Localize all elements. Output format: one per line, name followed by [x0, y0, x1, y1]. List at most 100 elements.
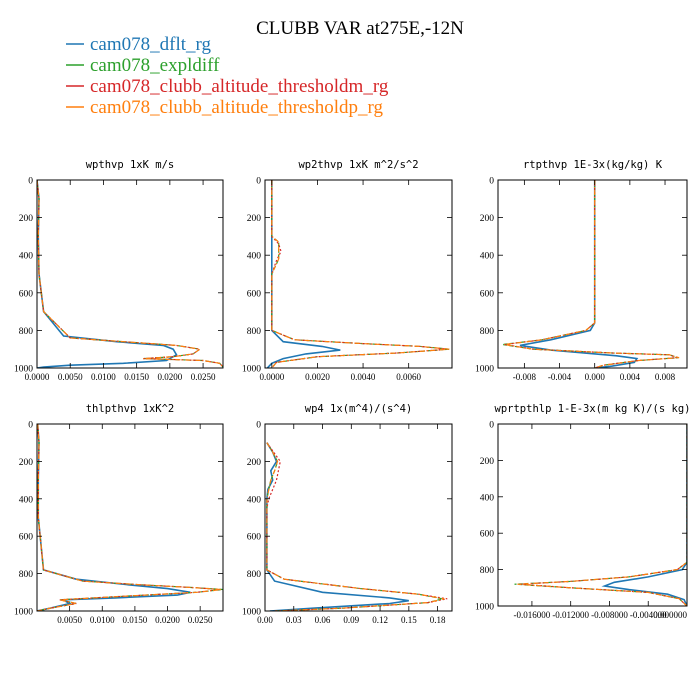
x-tick-label: 0.0250 — [191, 372, 216, 382]
y-tick-label: 400 — [480, 493, 495, 503]
legend-label: cam078_dflt_rg — [90, 34, 212, 55]
panel-title: thlpthvp 1xK^2 — [86, 403, 175, 415]
x-tick-label: 0.0040 — [351, 372, 376, 382]
y-tick-label: 200 — [19, 214, 34, 224]
x-tick-label: -0.004000 — [630, 610, 667, 620]
legend-label: cam078_clubb_altitude_thresholdm_rg — [90, 76, 389, 97]
y-tick-label: 1000 — [14, 608, 33, 618]
y-tick-label: 200 — [480, 457, 495, 467]
y-tick-label: 600 — [247, 289, 262, 299]
series-line — [266, 180, 341, 368]
chart-panel: wprtpthlp 1-E-3x(m kg K)/(s kg)0 200 400 60… — [475, 403, 690, 620]
legend-label: cam078_expldiff — [90, 55, 220, 76]
y-tick-label: 800 — [19, 327, 34, 337]
x-tick-label: 0.03 — [286, 615, 302, 625]
x-tick-label: 0.0000 — [259, 372, 284, 382]
series-line — [37, 424, 223, 611]
series-line — [37, 180, 223, 368]
y-tick-label: 1000 — [242, 608, 261, 618]
x-tick-label: 0.000 — [585, 372, 606, 382]
plot-frame — [264, 179, 453, 369]
series-line — [266, 442, 445, 611]
series-line — [271, 180, 450, 368]
y-tick-label: 200 — [247, 214, 262, 224]
x-tick-label: 0.0250 — [188, 615, 213, 625]
plot-frame — [497, 423, 688, 607]
x-tick-label: 0.008 — [655, 372, 676, 382]
y-tick-label: 400 — [247, 495, 262, 505]
y-tick-label: 200 — [480, 214, 495, 224]
series-line — [37, 180, 178, 368]
panel-title: wp2thvp 1xK m^2/s^2 — [298, 159, 418, 171]
y-tick-label: 800 — [247, 570, 262, 580]
series-line — [504, 180, 680, 368]
x-tick-label: 0.0200 — [155, 615, 180, 625]
x-tick-label: 0.09 — [343, 615, 359, 625]
y-tick-label: 600 — [247, 533, 262, 543]
chart-panel: thlpthvp 1xK^2 0 200 400 600 800 1000 0.0050 0.0… — [14, 403, 224, 625]
panel-title: wprtpthlp 1-E-3x(m kg K)/(s kg) — [495, 403, 691, 415]
y-tick-label: 800 — [19, 570, 34, 580]
x-tick-label: 0.00 — [257, 615, 273, 625]
y-tick-label: 800 — [480, 566, 495, 576]
x-tick-label: 0.0200 — [157, 372, 182, 382]
series-line — [37, 424, 220, 611]
y-tick-label: 400 — [19, 495, 34, 505]
x-tick-label: -0.016000 — [514, 610, 551, 620]
x-tick-label: 0.0020 — [305, 372, 330, 382]
y-tick-label: 600 — [480, 289, 495, 299]
x-tick-label: 0.0150 — [123, 615, 148, 625]
y-tick-label: 800 — [480, 327, 495, 337]
plot-frame — [36, 423, 224, 612]
x-tick-label: 0.18 — [430, 615, 446, 625]
legend-label: cam078_clubb_altitude_thresholdp_rg — [90, 97, 384, 118]
x-tick-label: -0.004 — [548, 372, 572, 382]
y-tick-label: 600 — [480, 530, 495, 540]
x-tick-label: 0.000000 — [653, 610, 687, 620]
series-line — [37, 180, 223, 368]
y-tick-label: 1000 — [475, 603, 494, 613]
x-tick-label: 0.0100 — [91, 372, 116, 382]
panel-title: rtpthvp 1E-3x(kg/kg) K — [523, 159, 663, 171]
figure-title: CLUBB VAR at275E,-12N — [256, 18, 464, 39]
chart-panel: wp2thvp 1xK m^2/s^2020040060080010000.00… — [242, 159, 453, 382]
y-tick-label: 0 — [256, 421, 261, 431]
y-tick-label: 1000 — [475, 365, 494, 375]
x-tick-label: 0.06 — [315, 615, 331, 625]
x-tick-label: 0.0000 — [25, 372, 50, 382]
x-tick-label: -0.008000 — [591, 610, 628, 620]
x-tick-label: 0.0150 — [124, 372, 149, 382]
panel-title: wpthvp 1xK m/s — [86, 159, 175, 171]
x-tick-label: -0.008 — [513, 372, 537, 382]
series-line — [517, 424, 687, 606]
x-tick-label: 0.0100 — [90, 615, 115, 625]
y-tick-label: 400 — [480, 252, 495, 262]
plot-frame — [36, 179, 224, 369]
y-tick-label: 1000 — [242, 365, 261, 375]
y-tick-label: 0 — [28, 177, 33, 187]
series-line — [502, 180, 679, 368]
series-line — [271, 180, 450, 368]
y-tick-label: 400 — [19, 252, 34, 262]
y-tick-label: 800 — [247, 327, 262, 337]
panel-title: wp4 1x(m^4)/(s^4) — [305, 403, 412, 415]
x-tick-label: 0.004 — [620, 372, 641, 382]
y-tick-label: 1000 — [14, 365, 33, 375]
series-line — [37, 424, 222, 611]
y-tick-label: 0 — [28, 421, 33, 431]
series-line — [37, 180, 223, 368]
y-tick-label: 400 — [247, 252, 262, 262]
y-tick-label: 200 — [19, 458, 34, 468]
plot-frame — [264, 423, 453, 612]
chart-panel: rtpthvp 1E-3x(kg/kg) K 0 200 400 600 800 1000 -… — [475, 159, 688, 382]
x-tick-label: -0.012000 — [552, 610, 589, 620]
x-tick-label: 0.0060 — [396, 372, 421, 382]
plot-frame — [497, 179, 688, 369]
y-tick-label: 0 — [256, 177, 261, 187]
series-line — [601, 424, 687, 606]
x-tick-label: 0.12 — [372, 615, 388, 625]
x-tick-label: 0.15 — [401, 615, 417, 625]
